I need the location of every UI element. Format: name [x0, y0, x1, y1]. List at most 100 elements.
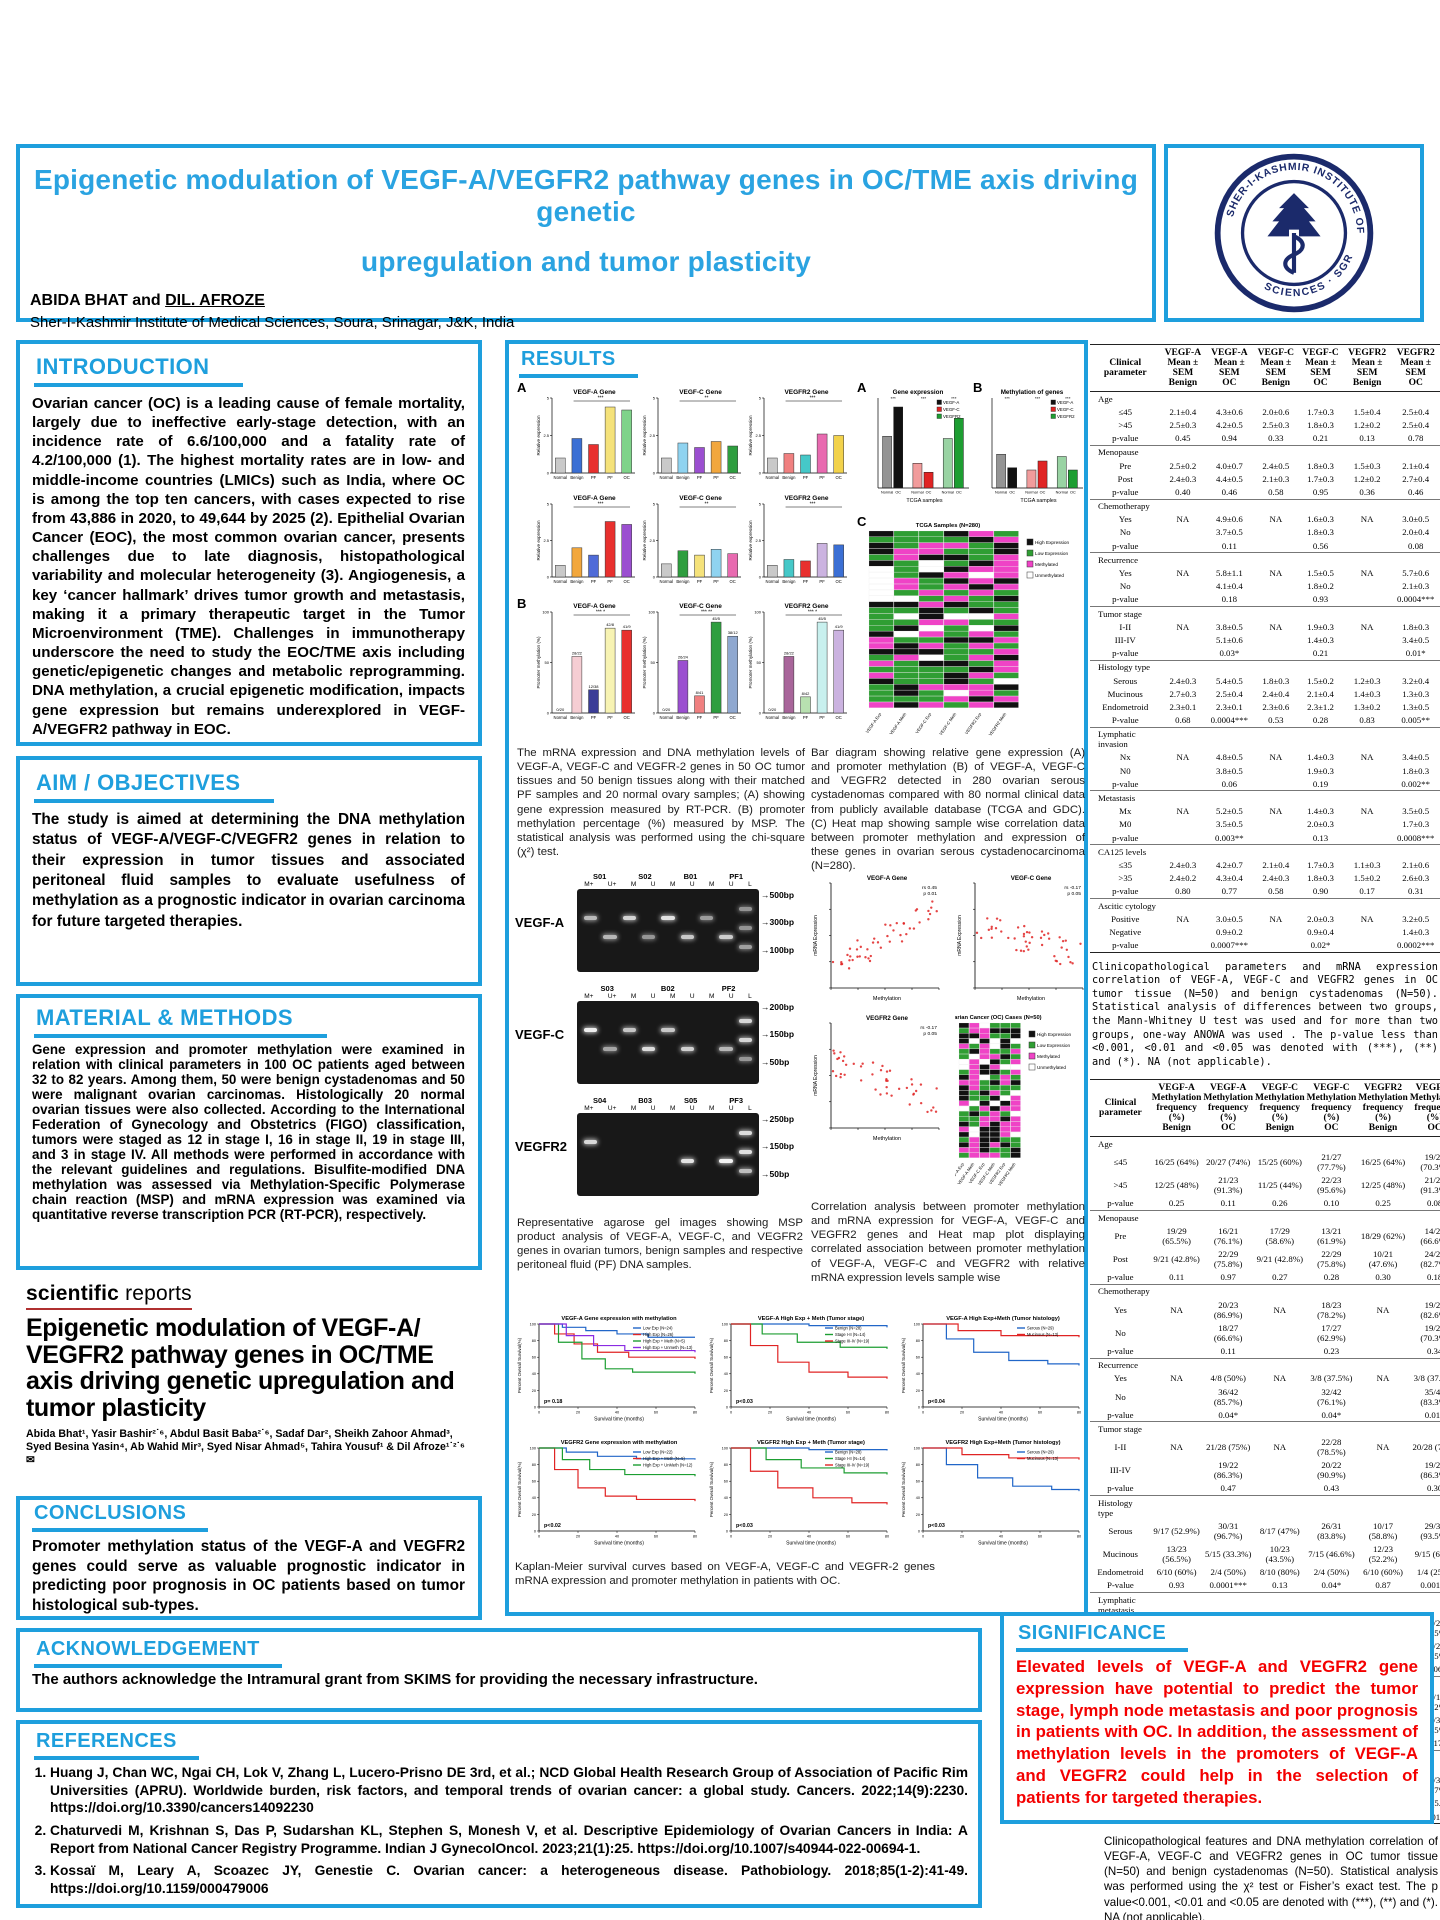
svg-text:40: 40: [615, 1535, 619, 1539]
svg-text:Survival time (months): Survival time (months): [594, 1417, 644, 1423]
results-heading: RESULTS: [519, 348, 638, 378]
table-row: Nx NA 4.8±0.5 NA 1.4±0.3 NA 3.4±0.5: [1119, 752, 1430, 763]
svg-text:60: 60: [846, 1535, 850, 1539]
svg-text:Normal: Normal: [881, 491, 893, 495]
svg-text:Normal: Normal: [1056, 491, 1068, 495]
svg-text:VEGF-C Gene: VEGF-C Gene: [679, 389, 722, 396]
caption-correlation: Correlation analysis between promoter me…: [811, 1201, 1085, 1284]
svg-text:***: ***: [921, 396, 927, 401]
svg-text:5: 5: [653, 502, 656, 507]
poster-authors: ABIDA BHAT and DIL. AFROZE: [30, 292, 1152, 310]
svg-text:p<0.03: p<0.03: [736, 1523, 753, 1529]
svg-text:PF: PF: [591, 715, 597, 720]
svg-text:0: 0: [547, 711, 550, 716]
svg-text:20: 20: [724, 1389, 728, 1393]
table-column-header: VEGFR2 Methylation frequency (%) OC: [1408, 1079, 1440, 1138]
svg-text:2.5: 2.5: [649, 538, 655, 543]
svg-text:Low Expression: Low Expression: [1037, 1043, 1070, 1048]
svg-text:Benign: Benign: [570, 579, 584, 584]
svg-text:80: 80: [532, 1463, 536, 1467]
aim-body: The study is aimed at determining the DN…: [32, 811, 465, 930]
bar-chart-vegfc-expression-tissue: VEGF-C Gene Relative expression 0 2.5 5 Norma…: [641, 386, 743, 486]
significance-body: Elevated levels of VEGF-A and VEGFR2 gen…: [1016, 1657, 1418, 1807]
svg-text:Promoter methylation (%): Promoter methylation (%): [642, 636, 647, 689]
svg-text:PF: PF: [607, 475, 613, 480]
svg-text:Percent Overall Survival(%): Percent Overall Survival(%): [709, 1461, 714, 1517]
svg-text:0: 0: [730, 1411, 732, 1415]
svg-text:Normal: Normal: [942, 491, 954, 495]
svg-text:Normal: Normal: [660, 579, 674, 584]
km-plot-vegfa-expression: VEGF-A Gene expression with methylation 0…: [515, 1312, 699, 1424]
table-row: Mucinous 2.7±0.3 2.5±0.4 2.4±0.4 2.1±0.4 1.4±…: [1107, 688, 1430, 699]
panel-label-b: B: [517, 596, 527, 611]
table-group-row: Menopause: [1090, 1210, 1440, 1225]
svg-text:Survival time (months): Survival time (months): [786, 1541, 836, 1547]
table-group-row: Tumor stage: [1090, 1421, 1440, 1436]
acknowledgement-body: The authors acknowledge the Intramural g…: [32, 1671, 758, 1688]
svg-text:Normal: Normal: [554, 715, 568, 720]
svg-text:80: 80: [916, 1339, 920, 1343]
svg-text:***: ***: [598, 396, 604, 402]
svg-text:OC: OC: [730, 475, 736, 480]
svg-text:OC: OC: [1040, 491, 1046, 495]
svg-text:VEGF-A: VEGF-A: [943, 400, 959, 405]
table-row: Pre 2.5±0.2 4.0±0.7 2.4±0.5 1.8±0.3 1.5±0.3 2.…: [1119, 460, 1430, 471]
gel-gene-label: VEGF-C: [515, 1026, 565, 1042]
svg-text:Benign: Benign: [570, 715, 584, 720]
table-row: p-value 0.40 0.46 0.58 0.95 0.36 0.46: [1112, 486, 1424, 497]
authors-underlined: DIL. AFROZE: [165, 292, 265, 309]
svg-text:Normal: Normal: [554, 579, 568, 584]
svg-text:Percent Overall Survival(%): Percent Overall Survival(%): [517, 1337, 522, 1393]
scatter-vegfc-correlation: VEGF-C Gene rs -0.17 p 0.05 Methylation mRNA…: [955, 872, 1087, 1004]
table-row: p-value 0.45 0.94 0.33 0.21 0.13 0.78: [1112, 433, 1424, 444]
svg-text:Benign: Benign: [782, 715, 796, 720]
svg-text:41/9: 41/9: [835, 624, 844, 629]
gel-image-vegfc: VEGF-C S03 B02 PF2 M+ U+ M U M U M U L →200bp →150bp →5…: [515, 984, 805, 1084]
right-tables-column: Clinical parameter VEGF-A Mean ± SEM Beni…: [1090, 344, 1440, 1920]
svg-text:PF: PF: [607, 579, 613, 584]
svg-text:40: 40: [999, 1535, 1003, 1539]
svg-text:VEGF-A Gene: VEGF-A Gene: [573, 389, 616, 396]
svg-text:Benign: Benign: [570, 475, 584, 480]
svg-text:Promoter methylation (%): Promoter methylation (%): [748, 636, 753, 689]
svg-text:***: ***: [810, 396, 816, 402]
svg-text:60: 60: [532, 1480, 536, 1484]
svg-text:60: 60: [1038, 1411, 1042, 1415]
svg-text:High Exp + Unmeth (N=13): High Exp + Unmeth (N=13): [643, 1345, 693, 1350]
svg-text:VEGF-C: VEGF-C: [1057, 407, 1074, 412]
svg-text:Low Exp (N=24): Low Exp (N=24): [643, 1326, 673, 1331]
table-row: ≤35 2.4±0.3 4.2±0.7 2.1±0.4 1.7±0.3 1.1±0.3 2.…: [1118, 859, 1430, 870]
svg-text:Gene expression: Gene expression: [893, 389, 944, 396]
table-column-header: Clinical parameter: [1090, 1079, 1151, 1138]
svg-text:VEGFR2 Gene: VEGFR2 Gene: [784, 389, 828, 396]
authors-prefix: ABIDA BHAT and: [30, 292, 166, 309]
svg-text:0: 0: [653, 575, 656, 580]
svg-text:100: 100: [530, 1446, 536, 1450]
svg-text:0: 0: [759, 471, 762, 476]
svg-text:40: 40: [807, 1535, 811, 1539]
svg-text:5: 5: [759, 396, 762, 401]
svg-text:60: 60: [654, 1411, 658, 1415]
svg-text:2.5: 2.5: [543, 538, 549, 543]
svg-text:VEGF-A Gene: VEGF-A Gene: [573, 495, 616, 502]
table-row: I-II NA 21/28 (75%) NA 22/28 (78.5%) NA 20/28 …: [1114, 1437, 1440, 1458]
km-plot-vegfr2-stage: VEGFR2 High Exp + Meth (Tumor stage) 0 20 4…: [707, 1436, 891, 1548]
svg-text:High Expression: High Expression: [1035, 540, 1070, 545]
panel-label-a2: A: [857, 380, 867, 395]
svg-text:VEGF-A Exp: VEGF-A Exp: [865, 711, 883, 734]
svg-text:5: 5: [653, 396, 656, 401]
table-row: >45 2.5±0.3 4.2±0.5 2.5±0.3 1.8±0.3 1.2±0.2 2.…: [1118, 419, 1430, 430]
svg-text:20: 20: [768, 1411, 772, 1415]
heatmap-oc-cases: Ovarian Cancer (OC) Cases (N=50) VEGF-A E…: [946, 1012, 1087, 1188]
svg-text:rs 0.45: rs 0.45: [922, 885, 937, 891]
svg-text:VEGFR2 Meth: VEGFR2 Meth: [988, 711, 1008, 737]
svg-text:p= 0.18: p= 0.18: [544, 1399, 562, 1405]
svg-text:40: 40: [724, 1372, 728, 1376]
svg-text:**: **: [705, 396, 709, 402]
svg-text:8/41: 8/41: [696, 690, 705, 695]
svg-text:Normal: Normal: [766, 579, 780, 584]
svg-text:***: ***: [1035, 396, 1041, 401]
reference-item: Huang J, Chan WC, Ngai CH, Lok V, Zhang …: [50, 1764, 968, 1817]
